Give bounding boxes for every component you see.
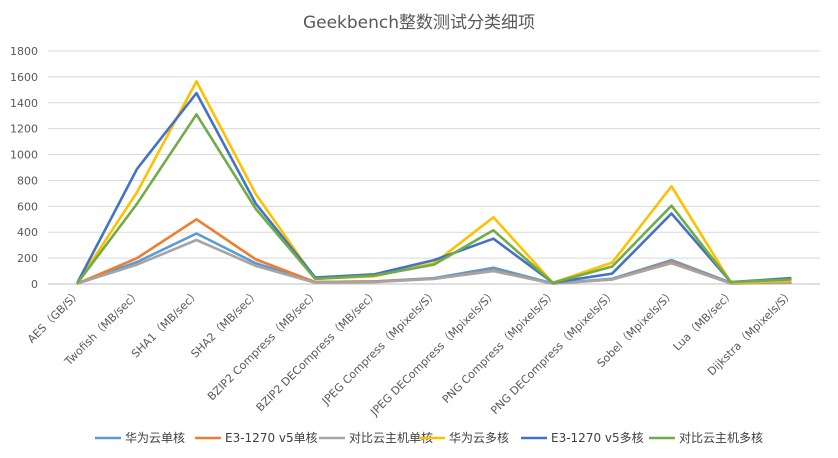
x-tick-label: BZIP2 Compress（MB/sec）	[205, 287, 321, 403]
legend-label: 华为云单核	[125, 431, 185, 445]
series-lines	[76, 80, 792, 285]
y-tick-label: 800	[17, 174, 38, 187]
legend: 华为云单核 E3-1270 v5单核 对比云主机单核 华为云多核 E3-1270 v5多…	[95, 431, 763, 445]
legend-label: 对比云主机多核	[679, 431, 763, 445]
x-tick-label: AES（GB/S）	[25, 287, 84, 346]
x-tick-label: PNG DECompress（Mpixels/S）	[488, 287, 618, 417]
chart-title: Geekbench整数测试分类细项	[303, 13, 535, 33]
y-tick-label: 200	[17, 252, 38, 265]
series-line-6	[76, 113, 792, 285]
x-tick-label: JPEG DECompress（Mpixels/S）	[367, 287, 499, 419]
x-tick-label: Lua（MB/sec）	[671, 287, 737, 353]
series-line-3	[76, 238, 792, 285]
x-tick-label: JPEG Compress（Mpixels/S）	[319, 287, 440, 408]
x-axis-tick-labels: AES（GB/S）Twofish（MB/sec）SHA1（MB/sec）SHA2…	[25, 287, 796, 419]
y-tick-label: 1600	[10, 71, 38, 84]
y-tick-label: 400	[17, 226, 38, 239]
y-tick-label: 0	[31, 278, 38, 291]
legend-label: E3-1270 v5多核	[551, 431, 644, 445]
x-tick-label: BZIP2 DECompress（MB/sec）	[254, 287, 381, 414]
y-tick-label: 1200	[10, 123, 38, 136]
legend-label: 华为云多核	[449, 431, 509, 445]
y-axis-tick-labels: 0 200 400 600 800 1000 1200 1400 1600 1800	[10, 45, 38, 291]
legend-label: 对比云主机单核	[349, 431, 433, 445]
y-tick-label: 600	[17, 200, 38, 213]
series-line-4	[76, 80, 792, 285]
x-tick-label: PNG Compress（Mpixels/S）	[440, 287, 559, 406]
y-tick-label: 1800	[10, 45, 38, 58]
y-tick-label: 1000	[10, 149, 38, 162]
series-line-5	[76, 91, 792, 285]
legend-label: E3-1270 v5单核	[225, 431, 318, 445]
y-tick-label: 1400	[10, 97, 38, 110]
